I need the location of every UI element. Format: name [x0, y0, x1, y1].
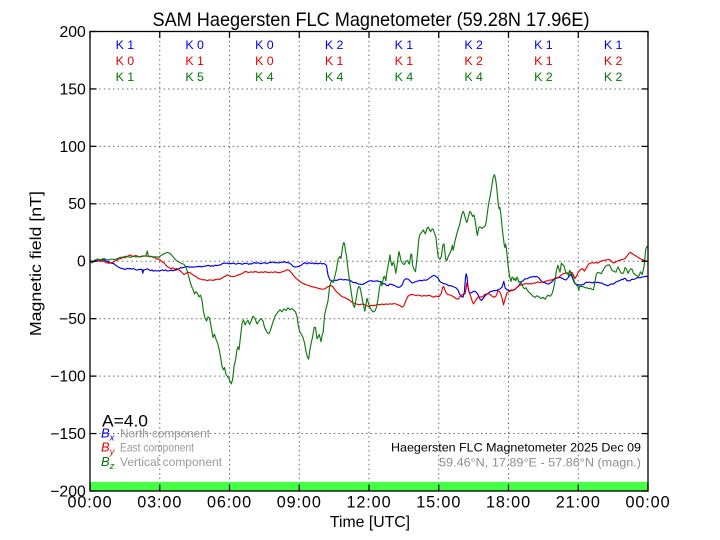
svg-text:150: 150: [59, 81, 86, 98]
svg-text:K 1: K 1: [325, 54, 344, 68]
svg-text:K 4: K 4: [255, 70, 274, 84]
svg-text:0: 0: [77, 254, 86, 271]
svg-text:K 1: K 1: [185, 54, 204, 68]
svg-text:K 1: K 1: [604, 38, 623, 52]
svg-text:21:00: 21:00: [556, 494, 601, 512]
svg-text:East component: East component: [120, 440, 194, 454]
svg-text:K 2: K 2: [464, 54, 483, 68]
svg-text:50: 50: [68, 196, 86, 213]
svg-text:K 4: K 4: [395, 70, 414, 84]
svg-text:00:00: 00:00: [625, 494, 670, 512]
svg-text:−200: −200: [50, 483, 86, 500]
svg-text:K 1: K 1: [534, 38, 553, 52]
svg-text:K 5: K 5: [185, 70, 204, 84]
svg-text:North component: North component: [120, 427, 211, 441]
svg-text:18:00: 18:00: [486, 494, 531, 512]
svg-text:Vertical component: Vertical component: [120, 455, 223, 469]
svg-text:K 4: K 4: [325, 70, 344, 84]
svg-text:K 2: K 2: [604, 54, 623, 68]
svg-text:K 0: K 0: [255, 38, 274, 52]
svg-text:12:00: 12:00: [346, 494, 391, 512]
svg-text:03:00: 03:00: [137, 494, 182, 512]
svg-text:K 2: K 2: [464, 38, 483, 52]
svg-text:−150: −150: [50, 426, 86, 443]
svg-text:06:00: 06:00: [207, 494, 252, 512]
svg-text:−100: −100: [50, 369, 86, 386]
svg-text:09:00: 09:00: [277, 494, 322, 512]
svg-text:K 0: K 0: [255, 54, 274, 68]
svg-text:K 1: K 1: [395, 54, 414, 68]
svg-text:200: 200: [59, 24, 86, 41]
svg-text:K 1: K 1: [534, 54, 553, 68]
svg-text:K 0: K 0: [185, 38, 204, 52]
svg-text:00:00: 00:00: [67, 494, 112, 512]
svg-text:59.46°N, 17.89°E - 57.86°N (ma: 59.46°N, 17.89°E - 57.86°N (magn.): [439, 456, 641, 470]
svg-text:Magnetic field [nT]: Magnetic field [nT]: [28, 191, 45, 336]
svg-text:K 1: K 1: [395, 38, 414, 52]
svg-text:Haegersten FLC Magnetometer 20: Haegersten FLC Magnetometer 2025 Dec 09: [391, 441, 641, 455]
svg-text:100: 100: [59, 139, 86, 156]
svg-text:SAM Haegersten FLC Magnetomete: SAM Haegersten FLC Magnetometer (59.28N …: [153, 9, 590, 31]
svg-text:A=4.0: A=4.0: [102, 412, 148, 431]
svg-text:K 2: K 2: [534, 70, 553, 84]
svg-text:15:00: 15:00: [416, 494, 461, 512]
svg-text:K 4: K 4: [464, 70, 483, 84]
svg-text:K 2: K 2: [604, 70, 623, 84]
svg-text:Time [UTC]: Time [UTC]: [330, 514, 410, 531]
svg-text:−50: −50: [59, 311, 86, 328]
svg-text:K 2: K 2: [325, 38, 344, 52]
svg-text:K 0: K 0: [116, 54, 135, 68]
svg-text:K 1: K 1: [116, 70, 135, 84]
svg-text:K 1: K 1: [116, 38, 135, 52]
